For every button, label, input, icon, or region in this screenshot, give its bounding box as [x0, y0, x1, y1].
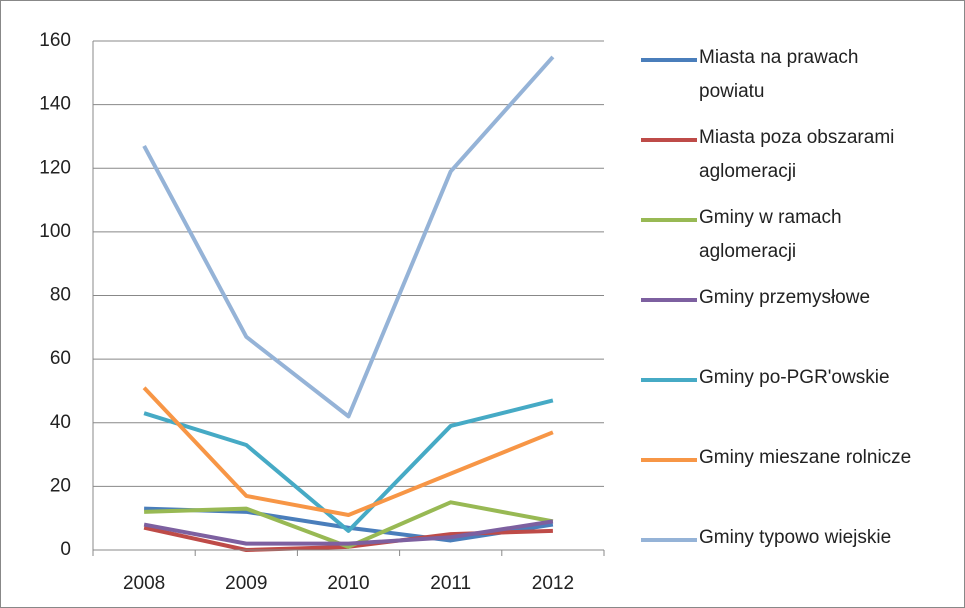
y-tick-label: 0: [60, 539, 71, 560]
series-line: [143, 519, 554, 546]
legend-swatch: [641, 218, 697, 222]
legend-label: Miasta poza obszarami aglomeracji: [699, 127, 895, 182]
legend-entry: Miasta poza obszarami aglomeracji: [641, 127, 941, 189]
y-tick-label: 140: [39, 94, 71, 115]
legend-swatch: [641, 298, 697, 302]
legend-entry: Miasta na prawach powiatu: [641, 47, 941, 109]
legend-entry: Gminy po-PGR'owskie: [641, 367, 941, 395]
legend-label: Gminy w ramach aglomeracji: [699, 207, 842, 262]
legend-label: Gminy typowo wiejskie: [699, 527, 892, 548]
legend-swatch: [641, 58, 697, 62]
legend-swatch: [641, 458, 697, 462]
legend-entry: Gminy przemysłowe: [641, 287, 941, 315]
legend-entry: Gminy w ramach aglomeracji: [641, 207, 941, 269]
legend-label: Gminy przemysłowe: [699, 287, 871, 308]
x-tick-label: 2011: [430, 573, 471, 594]
series-line: [142, 386, 554, 518]
y-tick-label: 120: [39, 157, 71, 178]
y-tick-label: 20: [50, 475, 71, 496]
legend-swatch: [641, 378, 697, 382]
y-tick-label: 80: [50, 285, 71, 306]
legend-entry: Gminy mieszane rolnicze: [641, 447, 941, 475]
legend-swatch: [641, 138, 697, 142]
y-tick-label: 40: [50, 412, 71, 433]
y-tick-label: 100: [39, 221, 71, 242]
legend-label: Gminy mieszane rolnicze: [699, 447, 912, 468]
y-tick-label: 160: [39, 30, 71, 51]
y-tick-label: 60: [50, 348, 71, 369]
legend-label: Miasta na prawach powiatu: [699, 47, 859, 102]
x-tick-label: 2010: [327, 573, 369, 594]
x-tick-label: 2008: [123, 573, 165, 594]
series-line: [144, 500, 554, 549]
x-tick-label: 2012: [532, 573, 574, 594]
legend-label: Gminy po-PGR'owskie: [699, 367, 890, 388]
x-tick-label: 2009: [225, 573, 267, 594]
legend-entry: Gminy typowo wiejskie: [641, 527, 941, 555]
series-line: [143, 398, 554, 533]
legend-swatch: [641, 538, 697, 542]
series-line: [142, 55, 555, 419]
